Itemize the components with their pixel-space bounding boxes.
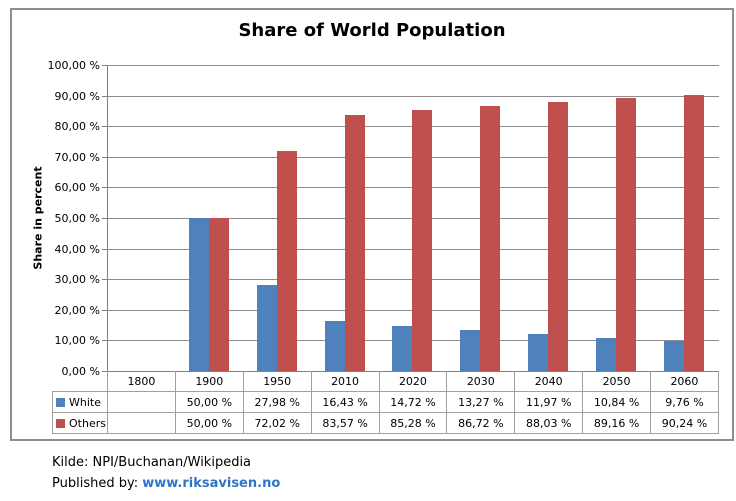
y-axis-tick-mark: [102, 371, 107, 372]
y-axis-tick-label: 100,00 %: [47, 59, 100, 72]
gridline: [108, 95, 719, 97]
legend-swatch-others: [56, 418, 65, 428]
legend-cell-others: Others: [52, 412, 108, 434]
y-axis-tick-label: 0,00 %: [61, 365, 100, 378]
year-label-2020: 2020: [378, 371, 448, 392]
y-axis-tick-mark: [102, 65, 107, 66]
y-axis-tick-label: 30,00 %: [54, 273, 100, 287]
bar-others-2030: [480, 105, 501, 371]
bar-others-2040: [548, 101, 569, 371]
value-cell-white-1800: [107, 391, 176, 413]
gridline: [108, 65, 719, 66]
category-slot-1800: [107, 65, 175, 371]
value-cell-others-2060: 90,24 %: [650, 412, 719, 434]
y-axis-tick-label: 20,00 %: [54, 303, 100, 317]
y-axis-tick-label: 70,00 %: [54, 150, 100, 164]
value-cell-white-1950: 27,98 %: [242, 391, 312, 413]
value-cell-white-2040: 11,97 %: [514, 391, 584, 413]
value-cell-white-1900: 50,00 %: [174, 391, 244, 413]
y-axis-tick-mark: [102, 95, 107, 97]
y-axis-tick-label: 40,00 %: [54, 242, 100, 256]
value-cell-white-2050: 10,84 %: [582, 391, 651, 413]
bar-others-2060: [684, 94, 705, 371]
category-slot-2020: [379, 65, 447, 371]
value-cell-others-2010: 83,57 %: [310, 412, 380, 434]
value-cell-others-2050: 89,16 %: [582, 412, 651, 434]
legend-swatch-white: [56, 397, 65, 407]
y-axis-tick-label: 60,00 %: [54, 181, 100, 195]
category-slot-2060: [650, 65, 718, 371]
table-row-white: White 50,00 % 27,98 % 16,43 % 14,72 % 13,27 %…: [52, 391, 719, 413]
year-label-2050: 2050: [582, 371, 651, 392]
value-cell-white-2060: 9,76 %: [650, 391, 719, 413]
y-axis-tick-mark: [102, 340, 107, 342]
y-axis-tick-mark: [102, 187, 107, 189]
y-axis-tick-label: 90,00 %: [54, 89, 100, 103]
category-slot-2010: [311, 65, 379, 371]
bar-white-2020: [392, 325, 413, 371]
year-label-2030: 2030: [446, 371, 516, 392]
value-cell-others-1950: 72,02 %: [242, 412, 312, 434]
value-cell-others-1900: 50,00 %: [174, 412, 244, 434]
y-axis-tick-mark: [102, 156, 107, 158]
bar-others-2050: [616, 98, 637, 371]
published-line: Published by: www.riksavisen.no: [52, 473, 280, 494]
bar-white-2010: [324, 320, 345, 371]
year-label-1800: 1800: [107, 371, 176, 392]
category-slot-1900: [175, 65, 243, 371]
bar-others-1900: [208, 218, 229, 371]
bar-white-2030: [460, 330, 481, 371]
source-line: Kilde: NPI/Buchanan/Wikipedia: [52, 455, 252, 470]
y-axis-tick-label: 10,00 %: [54, 334, 100, 348]
chart-title: Share of World Population: [238, 20, 506, 41]
y-axis-tick-label: 50,00 %: [54, 212, 100, 225]
value-cell-white-2030: 13,27 %: [446, 391, 516, 413]
year-label-2040: 2040: [514, 371, 584, 392]
category-slot-2040: [514, 65, 582, 371]
bar-others-2010: [344, 115, 365, 371]
riksavisen-link[interactable]: www.riksavisen.no: [142, 476, 281, 491]
category-slot-2050: [582, 65, 650, 371]
legend-cell-white: White: [52, 391, 108, 413]
bar-others-2020: [412, 110, 433, 371]
bar-white-2050: [596, 337, 617, 371]
legend-label-white: White: [69, 395, 101, 409]
bar-white-2060: [664, 341, 685, 371]
table-corner-cell: [53, 371, 108, 392]
bar-white-2040: [528, 334, 549, 371]
y-axis-tick-label: 80,00 %: [54, 120, 100, 134]
year-label-1900: 1900: [174, 371, 244, 392]
value-cell-others-2040: 88,03 %: [514, 412, 584, 434]
bar-white-1900: [188, 218, 209, 371]
y-axis-tick-mark: [102, 248, 107, 250]
y-axis-tick-mark: [102, 126, 107, 128]
y-axis-tick-mark: [102, 279, 107, 281]
table-row-others: Others 50,00 % 72,02 % 83,57 % 85,28 % 86,72 …: [52, 412, 719, 434]
legend-label-others: Others: [69, 416, 106, 430]
x-axis-years-row: 1800 1900 1950 2010 2020 2030 2040 2050 2060: [53, 371, 719, 392]
category-slot-1950: [243, 65, 311, 371]
value-cell-others-2030: 86,72 %: [446, 412, 516, 434]
bars-layer: [107, 65, 718, 371]
value-cell-others-1800: [107, 412, 176, 434]
published-by-label: Published by:: [52, 476, 143, 491]
y-axis-tick-mark: [102, 218, 107, 219]
value-cell-white-2020: 14,72 %: [378, 391, 448, 413]
year-label-2010: 2010: [310, 371, 380, 392]
category-slot-2030: [446, 65, 514, 371]
value-cell-others-2020: 85,28 %: [378, 412, 448, 434]
bar-white-1950: [256, 285, 277, 371]
data-table: 1800 1900 1950 2010 2020 2030 2040 2050 2060 Whit…: [52, 371, 719, 434]
y-axis-tick-mark: [102, 309, 107, 311]
year-label-2060: 2060: [650, 371, 719, 392]
bar-others-1950: [276, 150, 297, 371]
value-cell-white-2010: 16,43 %: [310, 391, 380, 413]
footer: Kilde: NPI/Buchanan/Wikipedia Published …: [52, 452, 280, 494]
year-label-1950: 1950: [242, 371, 312, 392]
